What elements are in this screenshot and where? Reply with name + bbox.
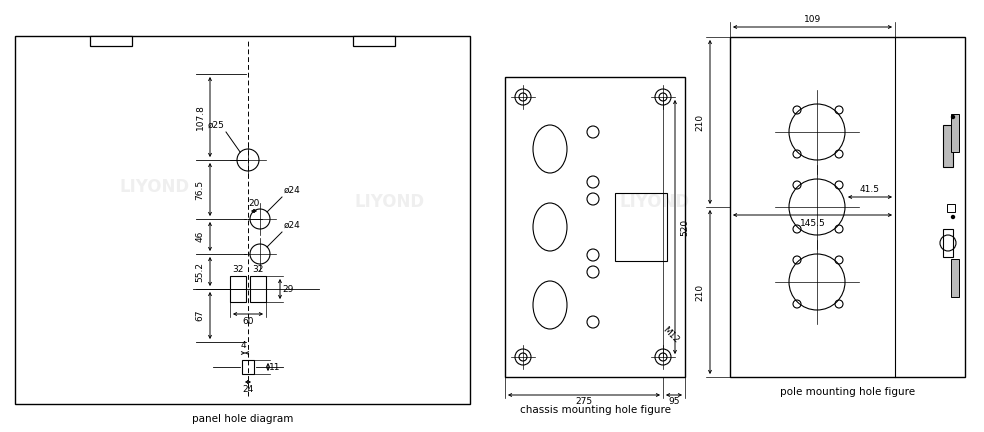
Text: 46: 46 bbox=[196, 231, 205, 242]
Bar bbox=[615, 193, 667, 261]
Bar bbox=[943, 125, 953, 167]
Bar bbox=[230, 276, 246, 302]
Text: panel hole diagram: panel hole diagram bbox=[192, 414, 293, 424]
Text: LIYOND: LIYOND bbox=[620, 193, 690, 211]
Text: 95: 95 bbox=[668, 397, 680, 407]
Text: 275: 275 bbox=[576, 397, 592, 407]
Bar bbox=[505, 77, 685, 377]
Text: 24: 24 bbox=[242, 384, 254, 394]
Text: 210: 210 bbox=[696, 114, 705, 130]
Text: LIYOND: LIYOND bbox=[120, 178, 190, 196]
Text: 60: 60 bbox=[242, 317, 254, 325]
Text: 67: 67 bbox=[196, 310, 205, 321]
Bar bbox=[951, 259, 959, 297]
Circle shape bbox=[952, 216, 954, 219]
Text: 145.5: 145.5 bbox=[800, 219, 826, 228]
Text: ø25: ø25 bbox=[208, 121, 224, 130]
Text: 520: 520 bbox=[681, 219, 690, 235]
Text: 107.8: 107.8 bbox=[196, 104, 205, 130]
Text: ø24: ø24 bbox=[283, 185, 300, 194]
Text: chassis mounting hole figure: chassis mounting hole figure bbox=[520, 405, 670, 415]
Bar bbox=[90, 36, 132, 46]
Text: 210: 210 bbox=[696, 283, 705, 301]
Text: 55.2: 55.2 bbox=[196, 261, 205, 282]
Bar bbox=[242, 360, 254, 374]
Bar bbox=[947, 204, 955, 212]
Text: 29: 29 bbox=[282, 285, 293, 293]
Bar bbox=[353, 36, 395, 46]
Text: 32: 32 bbox=[252, 264, 264, 273]
Text: pole mounting hole figure: pole mounting hole figure bbox=[780, 387, 915, 397]
Bar bbox=[15, 36, 470, 404]
Text: M12: M12 bbox=[661, 325, 681, 345]
Text: ø24: ø24 bbox=[283, 220, 300, 229]
Text: LIYOND: LIYOND bbox=[355, 193, 425, 211]
Bar bbox=[943, 229, 953, 257]
Text: 76.5: 76.5 bbox=[196, 179, 205, 200]
Bar bbox=[951, 114, 959, 152]
Circle shape bbox=[952, 115, 954, 118]
Text: 20: 20 bbox=[248, 200, 260, 209]
Text: 109: 109 bbox=[804, 16, 821, 25]
Text: 4: 4 bbox=[240, 342, 246, 350]
Text: 41.5: 41.5 bbox=[860, 185, 880, 194]
Bar bbox=[730, 37, 965, 377]
Text: 32: 32 bbox=[232, 264, 244, 273]
Bar bbox=[250, 276, 266, 302]
Text: 11: 11 bbox=[270, 362, 280, 372]
